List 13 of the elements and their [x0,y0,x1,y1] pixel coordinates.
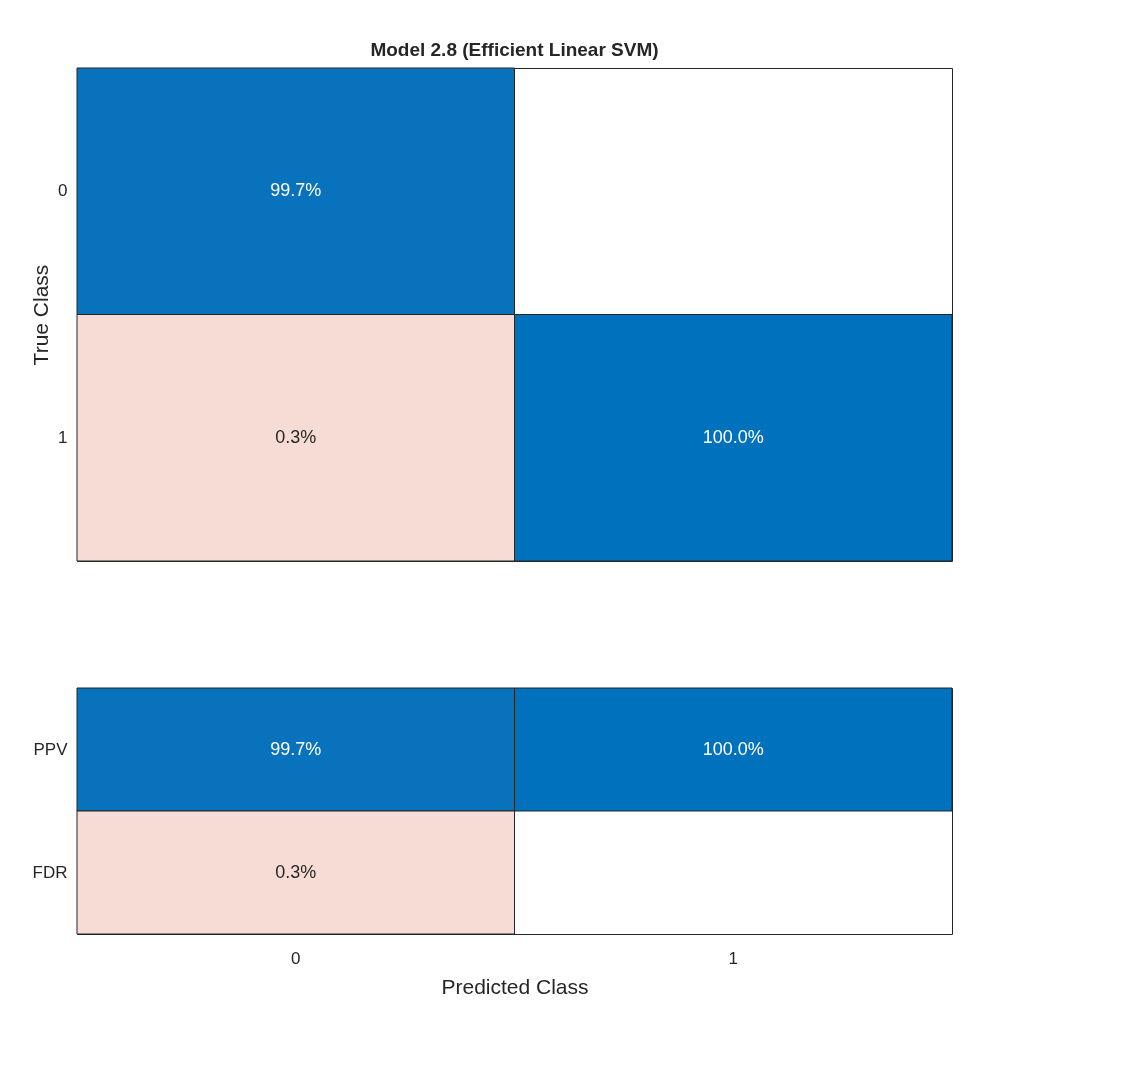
y-tick-label: PPV [33,739,69,759]
data-label: 0.3% [275,426,317,447]
y-tick-label: FDR [32,862,68,882]
y-axis-title: True Class [29,264,53,366]
data-label: 99.7% [270,180,322,201]
y-tick-label: 0 [58,181,68,201]
data-label: 0.3% [275,861,317,882]
x-axis-title: Predicted Class [441,974,589,998]
y-tick-label: 1 [58,427,68,447]
chart-title: Model 2.8 (Efficient Linear SVM) [370,38,659,60]
data-label: 100.0% [702,738,764,759]
data-label: 99.7% [270,738,322,759]
data-label: 100.0% [702,426,764,447]
